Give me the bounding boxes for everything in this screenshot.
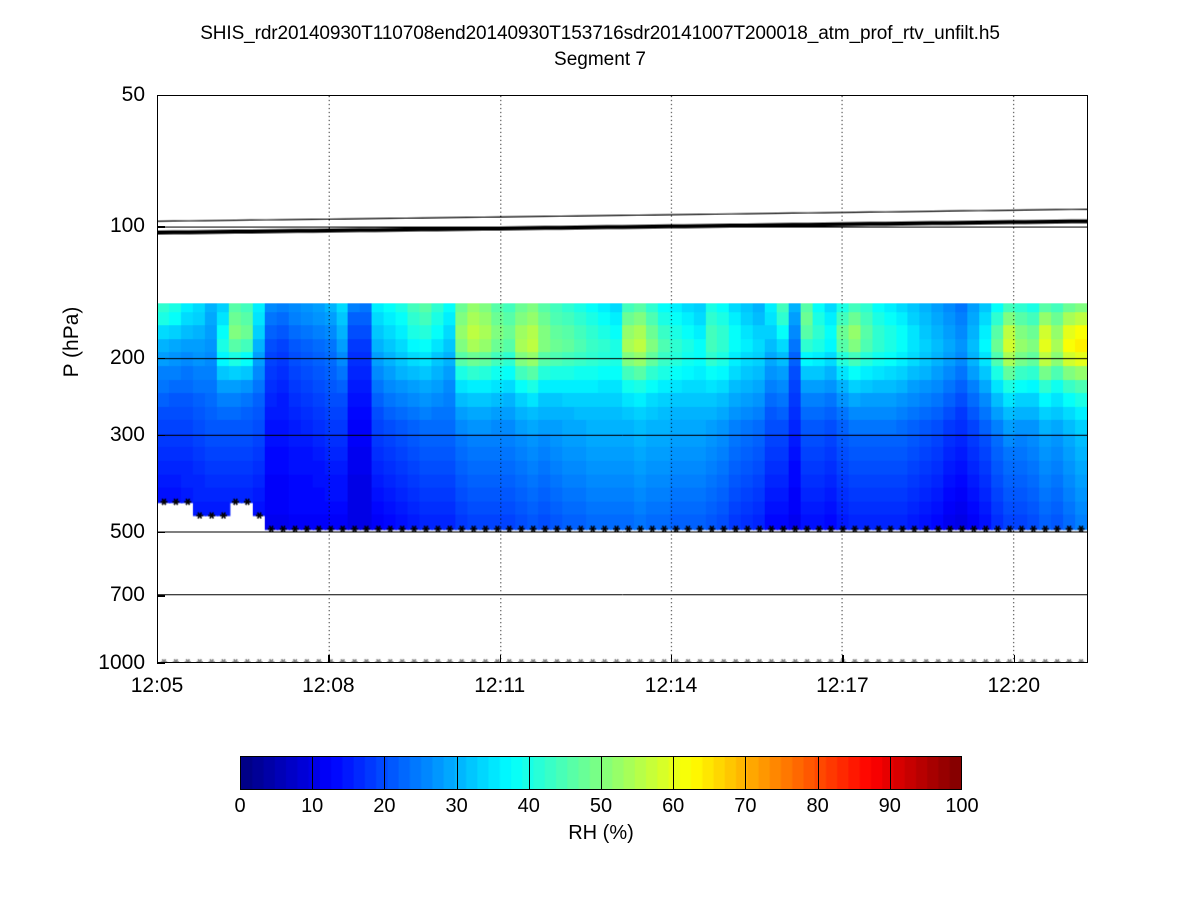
x-tick-mark [328, 655, 330, 663]
colorbar-tick-label-10: 10 [301, 795, 324, 817]
x-tick-mark [1013, 655, 1016, 663]
x-tick-mark [157, 655, 159, 663]
x-tick-label-12-11: 12:11 [474, 674, 526, 697]
y-tick-mark [157, 595, 165, 597]
x-tick-label-12-14: 12:14 [644, 674, 698, 697]
colorbar-tick-label-0: 0 [234, 795, 246, 817]
colorbar-tick-label-70: 70 [734, 795, 757, 817]
y-tick-mark [157, 226, 165, 228]
y-tick-label-700: 700 [109, 583, 145, 607]
colorbar-tick-label-90: 90 [878, 795, 901, 817]
plot-axes[interactable] [157, 95, 1088, 663]
y-tick-label-100: 100 [109, 214, 145, 238]
colorbar-tick-label-100: 100 [945, 795, 979, 817]
x-tick-label-12-17: 12:17 [816, 674, 869, 697]
y-tick-label-200: 200 [109, 345, 145, 369]
y-tick-mark [157, 357, 165, 360]
y-tick-label-300: 300 [109, 422, 145, 446]
y-tick-mark [157, 434, 165, 437]
colorbar-tick-label-80: 80 [806, 795, 829, 817]
y-tick-label-1000: 1000 [98, 651, 145, 674]
x-tick-mark [842, 655, 844, 663]
colorbar-tick-mark [889, 756, 891, 790]
colorbar-tick-mark [745, 756, 747, 790]
y-axis-label: P (hPa) [60, 306, 83, 378]
figure-title-line1: SHIS_rdr20140930T110708end20140930T15371… [200, 23, 1000, 44]
y-tick-mark [157, 95, 165, 97]
x-tick-label-12-05: 12:05 [130, 674, 184, 697]
colorbar-tick-mark [673, 756, 675, 790]
y-tick-mark [157, 663, 165, 665]
colorbar-tick-label-30: 30 [445, 795, 468, 817]
colorbar[interactable] [240, 756, 962, 790]
colorbar-tick-mark [601, 756, 602, 790]
x-tick-label-12-08: 12:08 [302, 674, 355, 697]
x-tick-mark [671, 655, 673, 663]
y-tick-label-500: 500 [109, 519, 145, 543]
figure-title-line2: Segment 7 [554, 49, 646, 70]
colorbar-tick-mark [312, 756, 314, 790]
colorbar-tick-mark [384, 756, 386, 790]
x-tick-mark [499, 655, 502, 663]
colorbar-tick-mark [817, 756, 819, 790]
x-tick-label-12-20: 12:20 [987, 674, 1041, 697]
figure-title: SHIS_rdr20140930T110708end20140930T15371… [0, 22, 1200, 72]
y-tick-label-50: 50 [121, 83, 145, 106]
heatmap-canvas [158, 96, 1087, 662]
colorbar-tick-label-60: 60 [662, 795, 685, 817]
colorbar-tick-mark [456, 756, 458, 790]
colorbar-tick-label-20: 20 [373, 795, 396, 817]
colorbar-axis-label: RH (%) [568, 822, 634, 844]
colorbar-tick-label-40: 40 [517, 795, 540, 817]
colorbar-tick-mark [528, 756, 530, 790]
colorbar-tick-label-50: 50 [589, 795, 613, 817]
y-tick-mark [157, 531, 165, 533]
